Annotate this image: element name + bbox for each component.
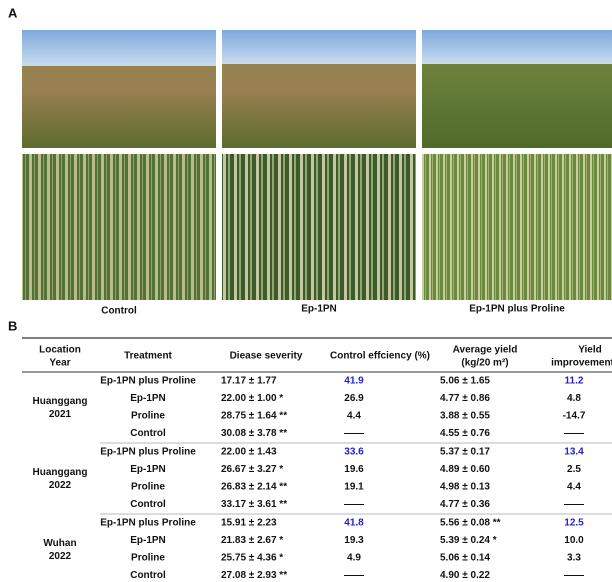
cell: 22.00 ± 1.00 * <box>221 393 283 404</box>
cell: -14.7 <box>563 411 586 422</box>
photo <box>422 154 612 300</box>
cell: 21.83 ± 2.67 * <box>221 535 283 546</box>
cell: 11.2 <box>565 376 584 387</box>
cell: 27.08 ± 2.93 ** <box>221 570 287 581</box>
cell: 28.75 ± 1.64 ** <box>221 411 287 422</box>
location: 2022 <box>49 480 72 491</box>
cell: 22.00 ± 1.43 <box>221 447 277 458</box>
cell: 10.0 <box>564 535 584 546</box>
caption: Ep-1PN <box>301 304 337 315</box>
cell: 13.4 <box>564 447 584 458</box>
cell: 4.90 ± 0.22 <box>440 570 490 581</box>
cell: 26.67 ± 3.27 * <box>221 464 283 475</box>
cell: 5.06 ± 1.65 <box>440 376 490 387</box>
cell: 15.91 ± 2.23 <box>221 518 277 529</box>
cell: Proline <box>131 482 165 493</box>
panel-label: B <box>8 318 17 333</box>
cell: Proline <box>131 411 165 422</box>
cell: Ep-1PN <box>130 464 166 475</box>
cell: Ep-1PN plus Proline <box>100 376 196 387</box>
table: Location Year Treatment Diease severity Cont… <box>22 338 612 581</box>
cell: 26.83 ± 2.14 ** <box>221 482 287 493</box>
photo-sky <box>22 30 216 66</box>
column-header: Treatment <box>124 351 172 362</box>
cell: 4.8 <box>567 393 581 404</box>
cell: 3.3 <box>567 553 581 564</box>
cell: 41.8 <box>344 518 364 529</box>
cell: 33.6 <box>344 447 364 458</box>
cell: 5.39 ± 0.24 * <box>440 535 497 546</box>
cell: Ep-1PN plus Proline <box>100 447 196 458</box>
photo-sky <box>222 30 416 64</box>
cell: 2.5 <box>567 464 581 475</box>
cell: Control <box>130 499 166 510</box>
cell: 5.37 ± 0.17 <box>440 447 490 458</box>
cell: 33.17 ± 3.61 ** <box>221 499 287 510</box>
column-header: Year <box>49 358 70 369</box>
cell: Ep-1PN <box>130 393 166 404</box>
cell: —— <box>344 499 364 510</box>
column-header: Yield <box>578 345 602 356</box>
cell: 3.88 ± 0.55 <box>440 411 490 422</box>
cell: —— <box>344 570 364 581</box>
photo-sky <box>422 30 612 64</box>
caption: Ep-1PN plus Proline <box>469 304 565 315</box>
cell: 4.77 ± 0.36 <box>440 499 490 510</box>
cell: 19.3 <box>344 535 364 546</box>
cell: —— <box>564 570 584 581</box>
cell: 4.4 <box>347 411 361 422</box>
column-header: Location <box>39 345 81 356</box>
cell: Control <box>130 570 166 581</box>
column-header: Average yield <box>453 345 518 356</box>
cell: Proline <box>131 553 165 564</box>
column-header: Diease severity <box>230 351 303 362</box>
cell: 4.89 ± 0.60 <box>440 464 490 475</box>
cell: 4.9 <box>347 553 361 564</box>
figure: A Control Ep-1PN Ep-1PN plus Proline B L… <box>0 0 612 582</box>
photo <box>22 154 216 300</box>
cell: 5.56 ± 0.08 ** <box>440 518 501 529</box>
panel-label: A <box>8 5 18 20</box>
cell: Ep-1PN plus Proline <box>100 518 196 529</box>
cell: —— <box>564 499 584 510</box>
cell: 19.1 <box>344 482 364 493</box>
location: Wuhan <box>43 538 76 549</box>
cell: 4.4 <box>567 482 581 493</box>
cell: Control <box>130 428 166 439</box>
caption: Control <box>101 306 137 317</box>
cell: 4.98 ± 0.13 <box>440 482 490 493</box>
cell: 5.06 ± 0.14 <box>440 553 490 564</box>
cell: 12.5 <box>564 518 584 529</box>
cell: 25.75 ± 4.36 * <box>221 553 283 564</box>
cell: 4.55 ± 0.76 <box>440 428 490 439</box>
cell: 26.9 <box>344 393 364 404</box>
location: Huanggang <box>33 396 88 407</box>
cell: 4.77 ± 0.86 <box>440 393 490 404</box>
cell: 19.6 <box>344 464 364 475</box>
location: 2022 <box>49 551 72 562</box>
cell: 41.9 <box>344 376 364 387</box>
column-header: Control effciency (%) <box>330 351 430 362</box>
cell: 17.17 ± 1.77 <box>221 376 277 387</box>
cell: —— <box>344 428 364 439</box>
cell: 30.08 ± 3.78 ** <box>221 428 287 439</box>
photos <box>22 30 612 300</box>
column-header: improvement (% <box>551 358 612 369</box>
cell: —— <box>564 428 584 439</box>
column-header: (kg/20 m²) <box>461 358 508 369</box>
cell: Ep-1PN <box>130 535 166 546</box>
location: Huanggang <box>33 467 88 478</box>
location: 2021 <box>49 409 72 420</box>
photo <box>222 154 416 300</box>
